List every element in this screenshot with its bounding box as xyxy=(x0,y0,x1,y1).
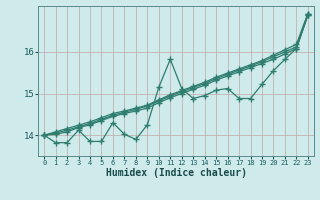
X-axis label: Humidex (Indice chaleur): Humidex (Indice chaleur) xyxy=(106,168,246,178)
